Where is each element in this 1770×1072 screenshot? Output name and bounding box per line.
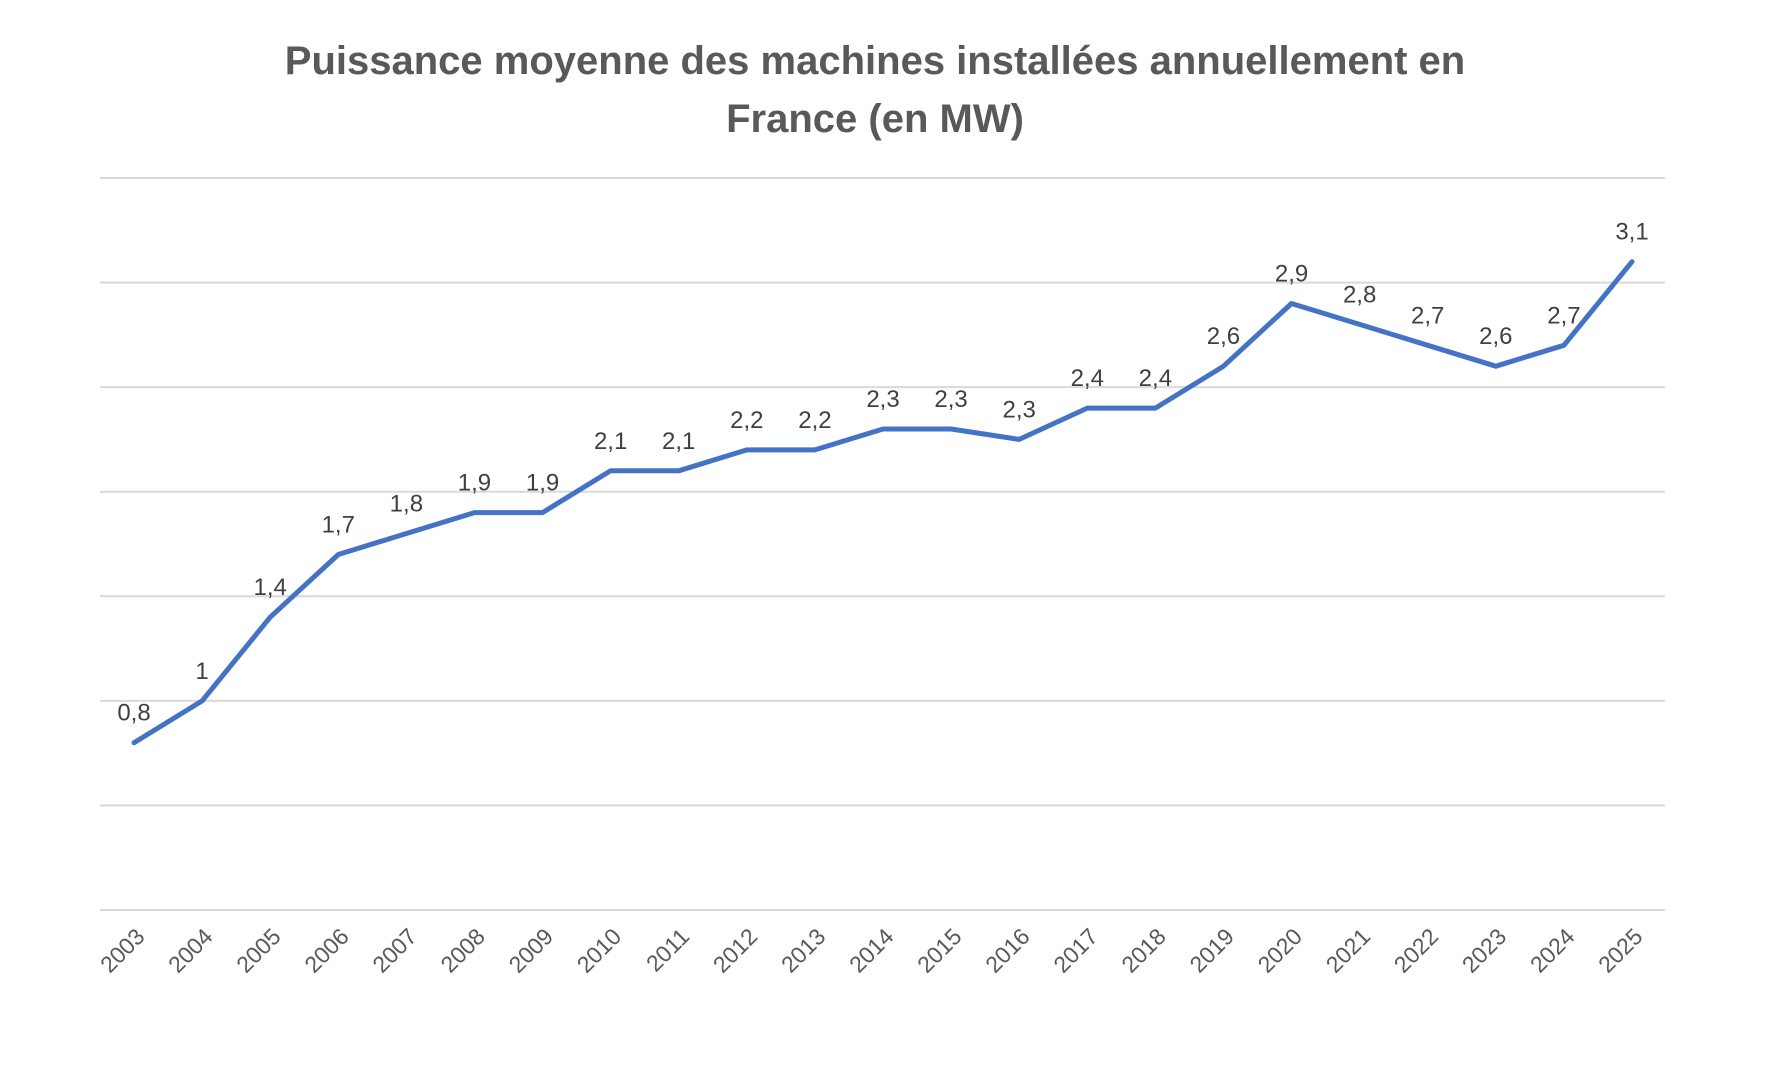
- x-tick-label: 2012: [708, 923, 763, 978]
- data-label: 2,1: [594, 428, 627, 455]
- data-label: 2,6: [1207, 323, 1240, 350]
- data-label: 2,3: [934, 386, 967, 413]
- data-label: 2,8: [1343, 281, 1376, 308]
- series-line-group: [131, 259, 1635, 746]
- series-line: [131, 259, 1635, 746]
- x-tick-label: 2022: [1389, 923, 1444, 978]
- data-label: 0,8: [117, 700, 150, 727]
- x-tick-label: 2016: [980, 923, 1035, 978]
- x-axis-tick-labels: 2003 2004 2005 2006 2007 2008 2009 2010 2011 2012…: [95, 923, 1648, 978]
- x-tick-label: 2017: [1048, 923, 1103, 978]
- data-label: 2,4: [1139, 365, 1172, 392]
- data-label: 2,7: [1411, 302, 1444, 329]
- x-tick-label: 2009: [504, 923, 559, 978]
- data-label: 1,8: [390, 491, 423, 518]
- x-tick-label: 2005: [231, 923, 286, 978]
- x-tick-label: 2013: [776, 923, 831, 978]
- data-label: 1,9: [526, 470, 559, 497]
- x-tick-label: 2021: [1321, 923, 1376, 978]
- data-label: 1: [195, 658, 208, 685]
- data-label: 2,4: [1071, 365, 1104, 392]
- x-tick-label: 2010: [572, 923, 627, 978]
- data-label: 2,1: [662, 428, 695, 455]
- x-tick-label: 2004: [163, 923, 218, 978]
- data-label: 1,9: [458, 470, 491, 497]
- x-tick-label: 2011: [641, 923, 694, 976]
- gridlines: [100, 177, 1665, 911]
- data-label: 2,2: [730, 407, 763, 434]
- x-tick-label: 2020: [1253, 923, 1308, 978]
- x-tick-label: 2008: [435, 923, 490, 978]
- data-label: 2,7: [1547, 302, 1580, 329]
- chart-title: Puissance moyenne des machines installée…: [0, 32, 1750, 148]
- data-label: 2,3: [1002, 396, 1035, 423]
- data-label: 2,9: [1275, 260, 1308, 287]
- data-label: 1,4: [253, 574, 286, 601]
- data-label: 2,6: [1479, 323, 1512, 350]
- x-tick-label: 2025: [1593, 923, 1648, 978]
- data-label: 3,1: [1615, 219, 1648, 246]
- x-tick-label: 2007: [367, 923, 422, 978]
- data-labels: 0,8 1 1,4 1,7 1,8 1,9 1,9 2,1 2,1 2,2 2,2 2,3 2,3 2,3…: [117, 219, 1648, 727]
- x-tick-label: 2015: [912, 923, 967, 978]
- x-tick-label: 2006: [299, 923, 354, 978]
- x-tick-label: 2023: [1457, 923, 1512, 978]
- data-label: 2,3: [866, 386, 899, 413]
- x-tick-label: 2018: [1116, 923, 1171, 978]
- chart-title-line-1: Puissance moyenne des machines installée…: [284, 39, 1466, 83]
- x-tick-label: 2019: [1184, 923, 1239, 978]
- x-tick-label: 2024: [1525, 923, 1580, 978]
- chart-title-line-2: France (en MW): [726, 97, 1024, 141]
- data-label: 1,7: [322, 511, 355, 538]
- x-tick-label: 2003: [95, 923, 150, 978]
- x-tick-label: 2014: [844, 923, 899, 978]
- data-label: 2,2: [798, 407, 831, 434]
